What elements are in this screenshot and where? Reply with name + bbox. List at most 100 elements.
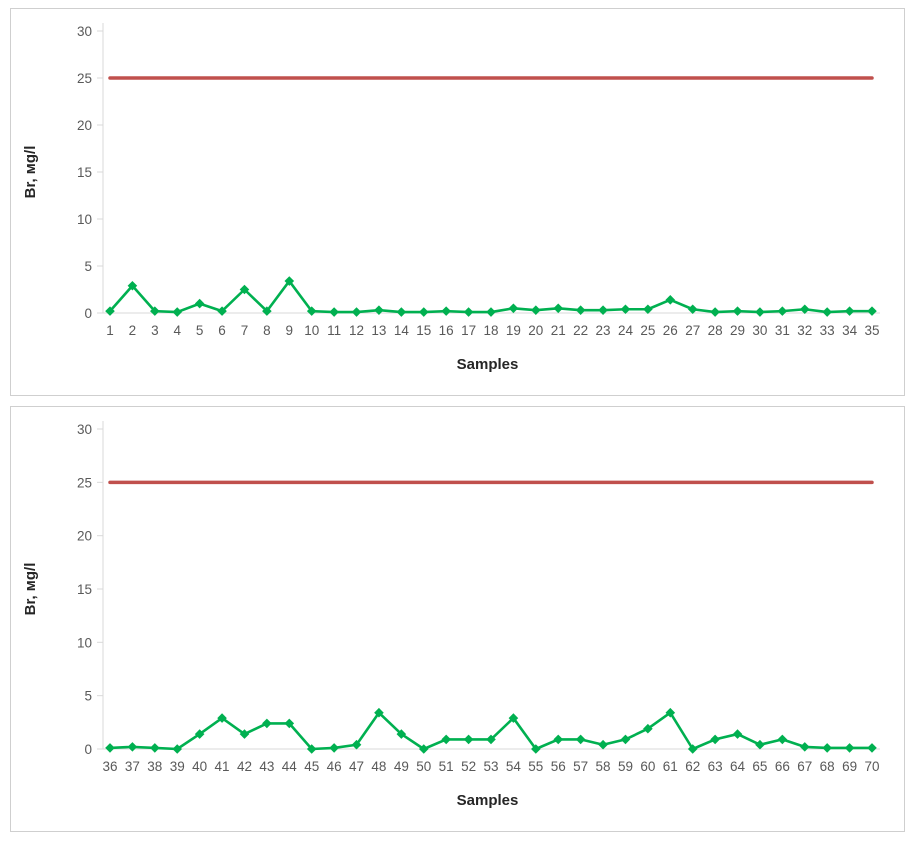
data-point-marker	[620, 304, 631, 315]
y-tick-label: 30	[77, 422, 92, 437]
x-tick-label: 40	[192, 759, 207, 774]
x-tick-label: 68	[820, 759, 835, 774]
data-point-marker	[329, 743, 339, 753]
x-tick-label: 6	[218, 323, 226, 338]
x-tick-label: 9	[286, 323, 294, 338]
data-point-marker	[643, 304, 653, 315]
data-point-marker	[575, 305, 586, 315]
x-tick-label: 34	[842, 323, 858, 338]
data-point-marker	[486, 734, 496, 745]
x-tick-label: 2	[129, 323, 137, 338]
data-point-marker	[531, 744, 541, 754]
data-point-marker	[374, 305, 384, 315]
data-point-marker	[127, 742, 138, 752]
x-tick-label: 29	[730, 323, 745, 338]
x-tick-label: 27	[685, 323, 700, 338]
data-point-marker	[194, 298, 205, 309]
y-tick-label: 5	[84, 689, 92, 704]
data-point-marker	[553, 734, 564, 745]
data-point-marker	[306, 306, 317, 316]
data-point-marker	[799, 742, 810, 752]
data-point-marker	[329, 307, 339, 317]
y-axis-title: Br, мg/l	[22, 146, 39, 199]
data-point-marker	[755, 307, 765, 317]
data-point-marker	[150, 743, 160, 753]
x-tick-label: 21	[551, 323, 566, 338]
x-tick-label: 48	[371, 759, 386, 774]
x-tick-label: 58	[596, 759, 611, 774]
x-tick-label: 35	[864, 323, 879, 338]
x-tick-label: 43	[259, 759, 274, 774]
x-tick-label: 13	[371, 323, 386, 338]
data-point-marker	[732, 729, 743, 739]
data-point-marker	[239, 284, 250, 295]
y-tick-label: 0	[84, 742, 92, 757]
x-axis-title: Samples	[457, 356, 519, 373]
x-tick-label: 57	[573, 759, 588, 774]
data-point-marker	[710, 734, 720, 745]
x-tick-label: 26	[663, 323, 678, 338]
y-tick-label: 10	[77, 635, 92, 650]
data-point-marker	[374, 707, 384, 718]
chart-panel-top: 0 5 10 15 20 25 30 1 2 3 4 5 6 7 8 9 10 11 12 13 14 15 16 17 18 1…	[10, 8, 905, 396]
x-tick-label: 15	[416, 323, 431, 338]
x-tick-label: 53	[483, 759, 498, 774]
x-tick-label: 55	[528, 759, 543, 774]
data-point-marker	[172, 307, 183, 317]
x-tick-label: 4	[173, 323, 181, 338]
x-tick-label: 5	[196, 323, 204, 338]
x-tick-label: 30	[752, 323, 767, 338]
chart-panel-bottom: 0 5 10 15 20 25 30 36 37 38 39 40 41 42 43 44 45 46 47 48 49…	[10, 406, 905, 832]
data-point-marker	[351, 739, 362, 750]
data-point-marker	[396, 307, 407, 317]
x-tick-label: 44	[282, 759, 298, 774]
data-point-marker	[665, 707, 676, 718]
x-tick-label: 63	[708, 759, 723, 774]
data-point-marker	[217, 713, 227, 723]
data-point-marker	[732, 306, 743, 316]
x-tick-label: 24	[618, 323, 634, 338]
data-point-marker	[799, 304, 810, 315]
data-point-marker	[867, 306, 877, 316]
x-tick-label: 66	[775, 759, 790, 774]
x-tick-label: 59	[618, 759, 633, 774]
data-point-marker	[822, 307, 832, 317]
data-point-marker	[665, 295, 676, 305]
x-tick-label: 49	[394, 759, 409, 774]
data-point-marker	[418, 307, 429, 317]
y-tick-label: 15	[77, 165, 92, 180]
data-point-marker	[777, 306, 788, 316]
x-tick-label: 41	[215, 759, 230, 774]
x-tick-label: 46	[327, 759, 342, 774]
data-point-marker	[351, 307, 362, 317]
x-tick-label: 1	[106, 323, 114, 338]
x-tick-label: 3	[151, 323, 159, 338]
x-tick-label: 61	[663, 759, 678, 774]
br-line-chart-samples-36-70: 0 5 10 15 20 25 30 36 37 38 39 40 41 42 43 44 45 46 47 48 49…	[22, 421, 880, 809]
data-point-marker	[531, 305, 541, 315]
data-point-marker	[284, 718, 295, 729]
data-point-marker	[217, 306, 227, 316]
data-point-marker	[687, 304, 698, 315]
data-point-marker	[553, 303, 564, 314]
x-tick-label: 7	[241, 323, 249, 338]
y-tick-label: 25	[77, 475, 92, 490]
data-point-marker	[844, 306, 855, 316]
y-tick-label: 20	[77, 529, 92, 544]
x-tick-label: 38	[147, 759, 162, 774]
y-tick-label: 15	[77, 582, 92, 597]
x-tick-label: 19	[506, 323, 521, 338]
data-point-marker	[508, 303, 519, 314]
data-point-marker	[194, 729, 205, 739]
x-tick-label: 31	[775, 323, 790, 338]
data-point-marker	[598, 305, 608, 315]
x-tick-label: 28	[708, 323, 723, 338]
x-tick-label: 22	[573, 323, 588, 338]
x-tick-label: 8	[263, 323, 271, 338]
x-tick-label: 64	[730, 759, 746, 774]
x-tick-label: 62	[685, 759, 700, 774]
y-tick-label: 30	[77, 24, 92, 39]
x-tick-label: 67	[797, 759, 812, 774]
data-point-marker	[441, 306, 451, 316]
data-point-marker	[508, 713, 519, 723]
